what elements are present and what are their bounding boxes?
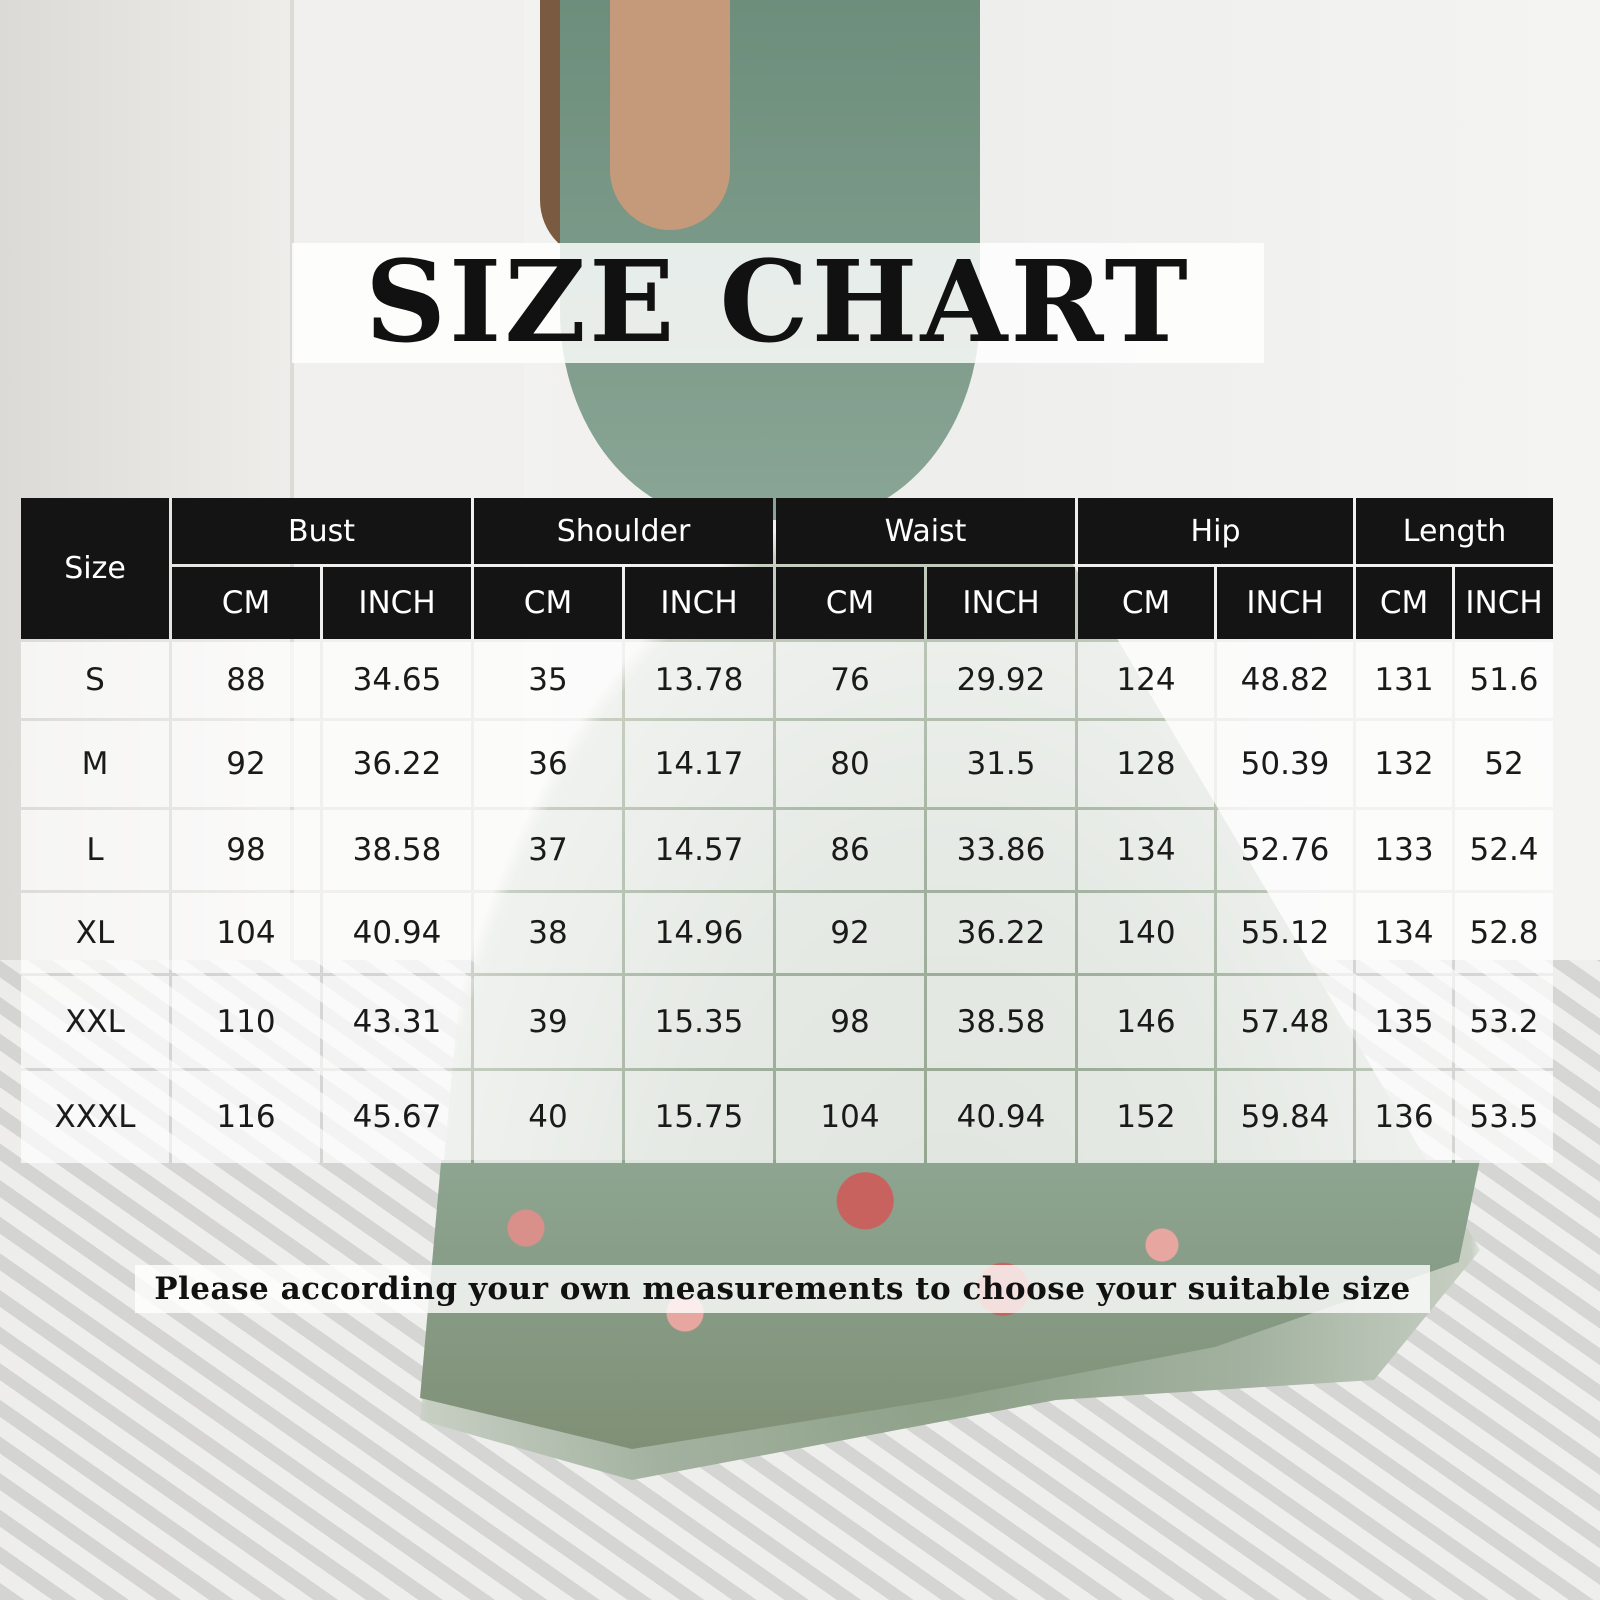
- measurement-cell: 50.39: [1217, 721, 1354, 807]
- measurement-cell: 86: [776, 810, 924, 890]
- unit-header-row: CM INCH CM INCH CM INCH CM INCH CM INCH: [21, 567, 1554, 639]
- measurement-cell: 76: [776, 642, 924, 718]
- footer-note: Please according your own measurements t…: [154, 1271, 1411, 1307]
- measurement-cell: 34.65: [323, 642, 471, 718]
- measurement-cell: 132: [1356, 721, 1453, 807]
- measurement-cell: 104: [172, 893, 320, 973]
- header-shoulder: Shoulder: [474, 498, 773, 564]
- unit-header-inch: INCH: [1217, 567, 1354, 639]
- size-header: Size: [21, 498, 169, 639]
- measurement-cell: 39: [474, 976, 622, 1068]
- measurement-cell: 29.92: [927, 642, 1076, 718]
- size-cell: XXXL: [21, 1071, 169, 1163]
- header-waist: Waist: [776, 498, 1076, 564]
- measurement-cell: 104: [776, 1071, 924, 1163]
- header-hip: Hip: [1078, 498, 1354, 564]
- measurement-cell: 52.76: [1217, 810, 1354, 890]
- unit-header-cm: CM: [776, 567, 924, 639]
- measurement-cell: 52.4: [1455, 810, 1554, 890]
- size-cell: L: [21, 810, 169, 890]
- unit-header-cm: CM: [1078, 567, 1215, 639]
- unit-header-inch: INCH: [625, 567, 773, 639]
- measurement-cell: 110: [172, 976, 320, 1068]
- unit-header-cm: CM: [1356, 567, 1453, 639]
- measurement-cell: 45.67: [323, 1071, 471, 1163]
- unit-header-inch: INCH: [1455, 567, 1554, 639]
- unit-header-inch: INCH: [323, 567, 471, 639]
- measurement-cell: 48.82: [1217, 642, 1354, 718]
- model-neck: [610, 0, 730, 230]
- measurement-cell: 13.78: [625, 642, 773, 718]
- size-cell: M: [21, 721, 169, 807]
- measurement-cell: 133: [1356, 810, 1453, 890]
- measurement-cell: 52.8: [1455, 893, 1554, 973]
- table-row: XXXL 116 45.67 40 15.75 104 40.94 152 59.84 136 53…: [21, 1071, 1554, 1163]
- measurement-cell: 98: [172, 810, 320, 890]
- measurement-cell: 31.5: [927, 721, 1076, 807]
- measurement-cell: 37: [474, 810, 622, 890]
- footer-banner: Please according your own measurements t…: [135, 1265, 1430, 1313]
- measurement-cell: 57.48: [1217, 976, 1354, 1068]
- unit-header-cm: CM: [474, 567, 622, 639]
- measurement-cell: 36.22: [927, 893, 1076, 973]
- measurement-cell: 88: [172, 642, 320, 718]
- header-bust: Bust: [172, 498, 471, 564]
- size-table: Size Bust Shoulder Waist Hip Length CM IN…: [18, 495, 1556, 1166]
- measurement-cell: 135: [1356, 976, 1453, 1068]
- measurement-cell: 53.5: [1455, 1071, 1554, 1163]
- measurement-cell: 51.6: [1455, 642, 1554, 718]
- measurement-cell: 14.57: [625, 810, 773, 890]
- measurement-cell: 36: [474, 721, 622, 807]
- group-header-row: Size Bust Shoulder Waist Hip Length: [21, 498, 1554, 639]
- size-cell: S: [21, 642, 169, 718]
- measurement-cell: 92: [776, 893, 924, 973]
- measurement-cell: 38: [474, 893, 622, 973]
- measurement-cell: 140: [1078, 893, 1215, 973]
- measurement-cell: 38.58: [927, 976, 1076, 1068]
- measurement-cell: 40: [474, 1071, 622, 1163]
- measurement-cell: 131: [1356, 642, 1453, 718]
- unit-header-cm: CM: [172, 567, 320, 639]
- table-row: L 98 38.58 37 14.57 86 33.86 134 52.76 133 52.4: [21, 810, 1554, 890]
- measurement-cell: 92: [172, 721, 320, 807]
- title-banner: SIZE CHART: [292, 243, 1264, 363]
- measurement-cell: 36.22: [323, 721, 471, 807]
- measurement-cell: 152: [1078, 1071, 1215, 1163]
- measurement-cell: 124: [1078, 642, 1215, 718]
- measurement-cell: 80: [776, 721, 924, 807]
- size-cell: XL: [21, 893, 169, 973]
- measurement-cell: 128: [1078, 721, 1215, 807]
- measurement-cell: 52: [1455, 721, 1554, 807]
- measurement-cell: 33.86: [927, 810, 1076, 890]
- measurement-cell: 136: [1356, 1071, 1453, 1163]
- table-row: XL 104 40.94 38 14.96 92 36.22 140 55.12 134 52.8: [21, 893, 1554, 973]
- page-title: SIZE CHART: [365, 237, 1191, 368]
- measurement-cell: 14.96: [625, 893, 773, 973]
- table-row: XXL 110 43.31 39 15.35 98 38.58 146 57.48 135 53.2: [21, 976, 1554, 1068]
- measurement-cell: 40.94: [927, 1071, 1076, 1163]
- unit-header-inch: INCH: [927, 567, 1076, 639]
- measurement-cell: 55.12: [1217, 893, 1354, 973]
- measurement-cell: 35: [474, 642, 622, 718]
- size-table-body: S 88 34.65 35 13.78 76 29.92 124 48.82 131 51.6 M 92…: [21, 642, 1554, 1163]
- measurement-cell: 40.94: [323, 893, 471, 973]
- measurement-cell: 15.35: [625, 976, 773, 1068]
- table-row: S 88 34.65 35 13.78 76 29.92 124 48.82 131 51.6: [21, 642, 1554, 718]
- measurement-cell: 14.17: [625, 721, 773, 807]
- table-row: M 92 36.22 36 14.17 80 31.5 128 50.39 132 52: [21, 721, 1554, 807]
- measurement-cell: 53.2: [1455, 976, 1554, 1068]
- size-cell: XXL: [21, 976, 169, 1068]
- measurement-cell: 43.31: [323, 976, 471, 1068]
- measurement-cell: 134: [1078, 810, 1215, 890]
- measurement-cell: 116: [172, 1071, 320, 1163]
- measurement-cell: 146: [1078, 976, 1215, 1068]
- measurement-cell: 59.84: [1217, 1071, 1354, 1163]
- measurement-cell: 15.75: [625, 1071, 773, 1163]
- measurement-cell: 134: [1356, 893, 1453, 973]
- header-length: Length: [1356, 498, 1554, 564]
- measurement-cell: 98: [776, 976, 924, 1068]
- measurement-cell: 38.58: [323, 810, 471, 890]
